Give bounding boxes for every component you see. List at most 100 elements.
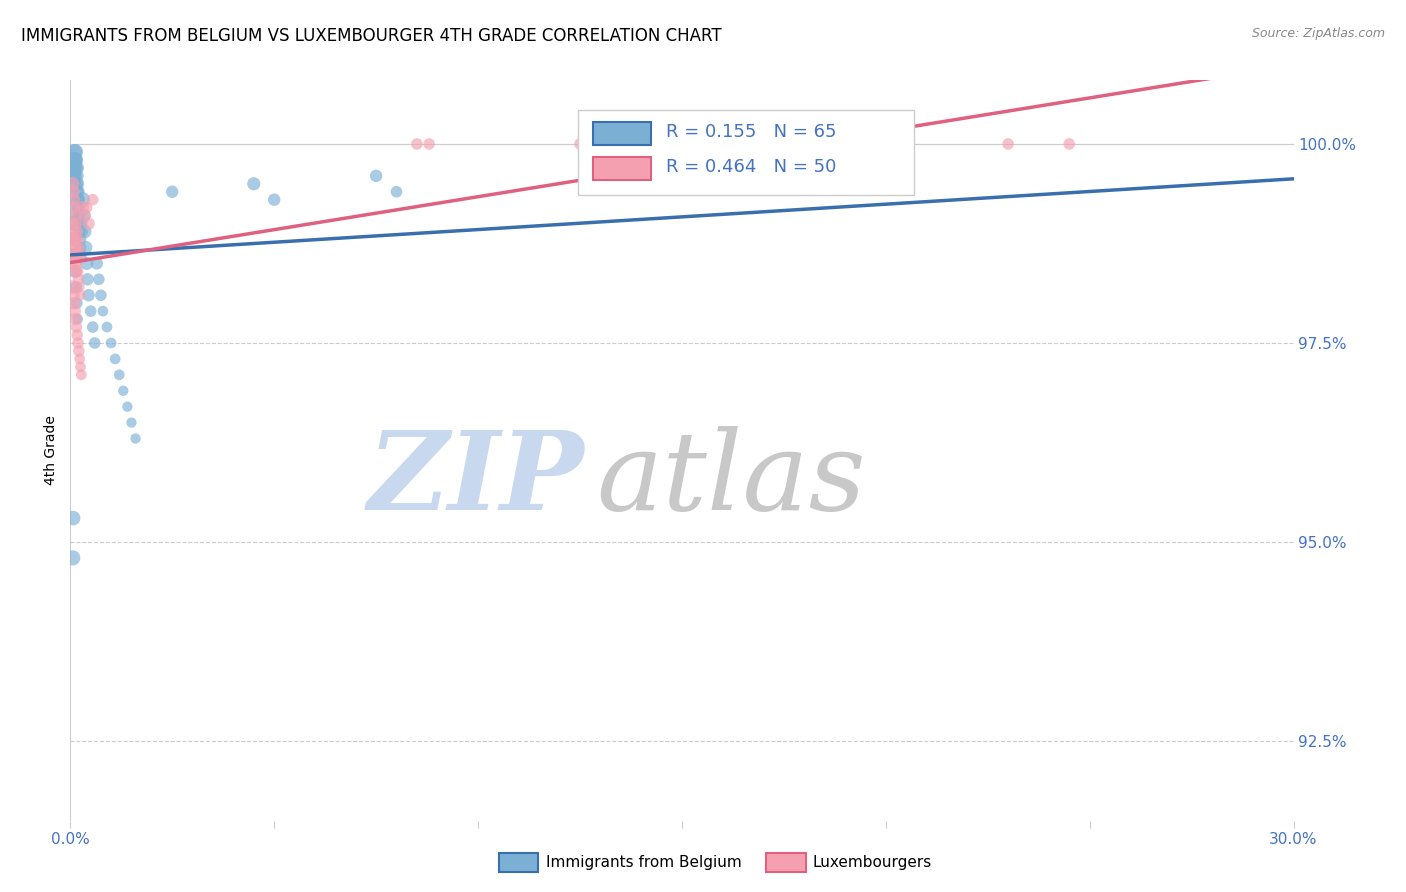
Point xyxy=(72,193,94,207)
Point xyxy=(70,368,93,382)
Text: IMMIGRANTS FROM BELGIUM VS LUXEMBOURGER 4TH GRADE CORRELATION CHART: IMMIGRANTS FROM BELGIUM VS LUXEMBOURGER … xyxy=(21,27,721,45)
Point xyxy=(121,416,143,430)
Point xyxy=(63,193,86,207)
Point xyxy=(243,177,266,191)
Point xyxy=(70,217,93,231)
Point xyxy=(72,201,94,215)
Point xyxy=(66,177,89,191)
Text: Immigrants from Belgium: Immigrants from Belgium xyxy=(546,855,741,870)
Point xyxy=(60,232,83,246)
Point xyxy=(63,264,86,278)
Text: Source: ZipAtlas.com: Source: ZipAtlas.com xyxy=(1251,27,1385,40)
Point xyxy=(63,304,86,318)
Point xyxy=(66,328,89,343)
Point xyxy=(69,240,91,254)
Point xyxy=(77,217,100,231)
Point xyxy=(79,304,103,318)
Point xyxy=(67,209,90,223)
Point xyxy=(77,288,100,302)
Point xyxy=(60,177,83,191)
Point xyxy=(894,136,917,151)
Point xyxy=(73,225,96,239)
Point xyxy=(69,351,91,366)
Point xyxy=(70,225,93,239)
Point xyxy=(63,153,86,167)
Point xyxy=(104,351,127,366)
Point xyxy=(63,169,86,183)
Point xyxy=(67,336,90,351)
Point xyxy=(124,432,146,446)
Point xyxy=(65,280,87,294)
Point xyxy=(67,217,90,231)
Point xyxy=(62,161,84,175)
Point xyxy=(63,232,86,246)
Point xyxy=(568,136,592,151)
Point xyxy=(60,177,83,191)
Point xyxy=(66,185,89,199)
Point xyxy=(82,193,104,207)
Point xyxy=(711,136,734,151)
Point xyxy=(76,272,98,286)
Point xyxy=(1057,136,1080,151)
Point xyxy=(65,248,87,262)
Point xyxy=(65,169,87,183)
Point xyxy=(63,145,86,159)
Y-axis label: 4th Grade: 4th Grade xyxy=(45,416,59,485)
Point xyxy=(65,161,87,175)
Text: ZIP: ZIP xyxy=(367,426,583,533)
Point xyxy=(66,296,89,310)
Point xyxy=(63,201,86,215)
Point xyxy=(65,320,87,334)
Point xyxy=(385,185,408,199)
Point xyxy=(67,272,90,286)
Point xyxy=(997,136,1019,151)
Point xyxy=(62,232,84,246)
Point xyxy=(73,209,96,223)
Point xyxy=(60,201,83,215)
Point xyxy=(65,161,87,175)
Point xyxy=(63,248,86,262)
Point xyxy=(63,145,86,159)
Point xyxy=(65,153,87,167)
Point xyxy=(418,136,440,151)
Bar xyxy=(592,156,651,180)
Point xyxy=(263,193,285,207)
FancyBboxPatch shape xyxy=(578,110,914,195)
Point xyxy=(76,201,98,215)
Point xyxy=(117,400,139,414)
Point xyxy=(69,248,91,262)
Text: Luxembourgers: Luxembourgers xyxy=(813,855,932,870)
Point xyxy=(90,288,112,302)
Point xyxy=(589,136,612,151)
Point xyxy=(62,217,84,231)
Point xyxy=(86,256,108,270)
Point xyxy=(63,153,86,167)
Point xyxy=(65,177,87,191)
Point xyxy=(62,511,84,525)
Point xyxy=(70,248,93,262)
Point xyxy=(66,312,89,326)
Point xyxy=(69,232,91,246)
Point xyxy=(62,225,84,239)
Point xyxy=(91,304,114,318)
Point xyxy=(100,336,122,351)
Point xyxy=(87,272,110,286)
Text: R = 0.464   N = 50: R = 0.464 N = 50 xyxy=(666,158,837,176)
Point xyxy=(162,185,183,199)
Point xyxy=(65,312,87,326)
Point xyxy=(62,288,84,302)
Point xyxy=(406,136,429,151)
Point xyxy=(65,209,87,223)
Point xyxy=(82,320,104,334)
Point xyxy=(60,280,83,294)
Point xyxy=(62,240,84,254)
Point xyxy=(62,248,84,262)
Point xyxy=(67,240,90,254)
Point xyxy=(67,280,90,294)
Point xyxy=(62,550,84,565)
Point xyxy=(66,264,89,278)
Point xyxy=(66,193,89,207)
Point xyxy=(62,169,84,183)
Point xyxy=(63,296,86,310)
Point xyxy=(66,256,89,270)
